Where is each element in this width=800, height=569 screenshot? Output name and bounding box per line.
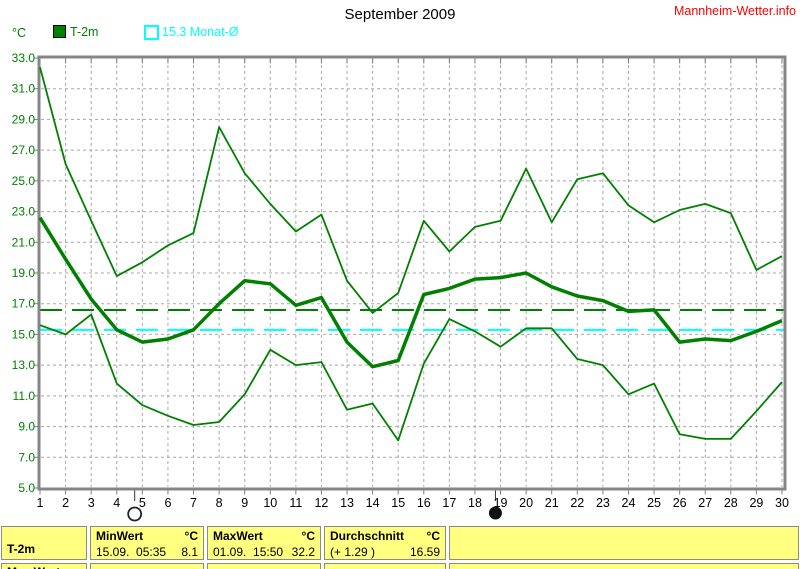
- legend-open-square-icon: [144, 25, 159, 40]
- new-moon-icon: [488, 506, 502, 520]
- svg-text:5.0: 5.0: [18, 481, 35, 495]
- svg-text:9: 9: [241, 496, 248, 510]
- svg-text:7: 7: [190, 496, 197, 510]
- svg-text:1: 1: [37, 496, 44, 510]
- svg-text:16: 16: [417, 496, 431, 510]
- svg-text:9.0: 9.0: [18, 420, 35, 434]
- legend-label-t2m: T-2m: [70, 25, 99, 39]
- x-axis-labels: 1 2 3 4 5 6 7 8 9 10 11 12 13 14 15 16 17 18 19 20 21 22 23 24 2…: [37, 496, 789, 510]
- series-name-cell: Max.Wert: [1, 563, 87, 569]
- svg-text:18: 18: [468, 496, 482, 510]
- svg-text:25: 25: [647, 496, 661, 510]
- svg-text:20: 20: [519, 496, 533, 510]
- stat-unit: °C: [301, 529, 315, 543]
- y-axis-unit-label: °C: [12, 26, 27, 40]
- svg-text:33.0: 33.0: [12, 51, 36, 65]
- series-name-cell: T-2m: [1, 526, 87, 560]
- stat-value: 01.09. 15:50: [213, 545, 284, 559]
- table-row-partial: Max.Wert: [1, 563, 799, 569]
- svg-text:8: 8: [216, 496, 223, 510]
- svg-text:14: 14: [366, 496, 380, 510]
- stat-unit: °C: [426, 529, 440, 543]
- svg-text:31.0: 31.0: [12, 82, 36, 96]
- stat-number: 8.1: [181, 545, 198, 559]
- svg-text:17.0: 17.0: [12, 297, 36, 311]
- svg-text:3: 3: [88, 496, 95, 510]
- site-link[interactable]: Mannheim-Wetter.info: [673, 4, 796, 18]
- stat-cell-maxwert: MaxWert °C 01.09. 15:50 32.2: [207, 526, 321, 560]
- svg-text:10: 10: [263, 496, 277, 510]
- stat-header: Durchschnitt: [330, 529, 405, 543]
- svg-text:29: 29: [749, 496, 763, 510]
- svg-text:7.0: 7.0: [18, 450, 35, 464]
- table-row: T-2m MinWert °C 15.09. 05:35 8.1 MaxWert °C 01.…: [1, 526, 799, 560]
- svg-text:4: 4: [113, 496, 120, 510]
- svg-text:21: 21: [545, 496, 559, 510]
- legend-label-monat-avg: 15.3 Monat-Ø: [162, 25, 239, 39]
- stat-cell-durchschnitt: Durchschnitt °C (+ 1.29 ) 16.59: [324, 526, 446, 560]
- svg-text:11.0: 11.0: [13, 389, 36, 403]
- temperature-line-chart: 33.031.029.027.025.023.021.019.017.015.0…: [12, 51, 789, 522]
- svg-text:2: 2: [62, 496, 69, 510]
- stat-header: MinWert: [96, 529, 144, 543]
- y-axis-labels: 33.0 31.0 29.0 27.0 25.0 23.0 21.0 19.0 17.0 15.0…: [12, 51, 36, 495]
- svg-text:23.0: 23.0: [12, 205, 36, 219]
- legend-filled-square-icon: [53, 25, 66, 38]
- stat-unit: °C: [184, 529, 198, 543]
- series-line-t-2m-mean: [38, 216, 783, 369]
- svg-text:12: 12: [314, 496, 328, 510]
- svg-text:5: 5: [139, 496, 146, 510]
- empty-cell: [449, 563, 799, 569]
- svg-text:25.0: 25.0: [12, 174, 36, 188]
- stat-header: MaxWert: [213, 529, 263, 543]
- svg-text:23: 23: [596, 496, 610, 510]
- svg-text:11: 11: [289, 496, 302, 510]
- empty-cell: [449, 526, 799, 560]
- svg-text:22: 22: [570, 496, 584, 510]
- axis-ticks: [33, 57, 783, 501]
- gridlines: [41, 59, 784, 487]
- svg-text:28: 28: [724, 496, 738, 510]
- svg-text:27: 27: [698, 496, 712, 510]
- stat-cell: [324, 563, 446, 569]
- svg-text:6: 6: [164, 496, 171, 510]
- svg-text:30: 30: [775, 496, 789, 510]
- series-line-t-2m-min: [39, 313, 783, 442]
- stat-value: (+ 1.29 ): [330, 545, 376, 559]
- stat-cell: [90, 563, 204, 569]
- svg-text:13.0: 13.0: [12, 358, 36, 372]
- svg-text:17: 17: [442, 496, 456, 510]
- stat-value: 15.09. 05:35: [96, 545, 167, 559]
- svg-text:13: 13: [340, 496, 354, 510]
- svg-text:29.0: 29.0: [12, 112, 36, 126]
- svg-text:21.0: 21.0: [12, 235, 36, 249]
- svg-text:19: 19: [494, 496, 508, 510]
- svg-text:19.0: 19.0: [12, 266, 36, 280]
- svg-text:15: 15: [391, 496, 405, 510]
- plot-frame: [37, 55, 787, 491]
- svg-text:27.0: 27.0: [12, 143, 36, 157]
- svg-text:15.0: 15.0: [12, 327, 36, 341]
- full-moon-icon: [127, 506, 143, 522]
- stat-cell: [207, 563, 321, 569]
- stat-number: 32.2: [291, 545, 315, 559]
- page-title: September 2009: [344, 6, 456, 23]
- series-line-t-2m-max: [39, 66, 783, 314]
- svg-text:26: 26: [673, 496, 687, 510]
- stats-table: T-2m MinWert °C 15.09. 05:35 8.1 MaxWert °C 01.…: [0, 526, 800, 569]
- svg-text:24: 24: [622, 496, 636, 510]
- stat-cell-minwert: MinWert °C 15.09. 05:35 8.1: [90, 526, 204, 560]
- stat-number: 16.59: [409, 545, 440, 559]
